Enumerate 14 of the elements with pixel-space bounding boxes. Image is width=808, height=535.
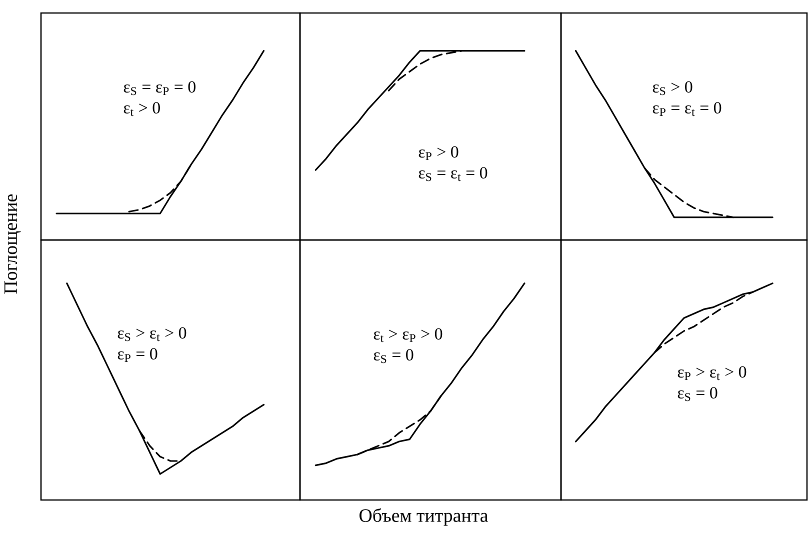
annotation: ε$_{S}$ > 0 [652,81,692,96]
y-axis-title: Поглощение [4,194,21,294]
annotation: ε$_{t}$ > 0 [124,102,160,116]
annotation: ε$_{S}$ = 0 [678,387,718,402]
annotation: ε$_{S}$ = ε$_{P}$ = 0 [124,81,196,96]
annotation: ε$_{P}$ = ε$_{t}$ = 0 [652,102,722,116]
annotation: ε$_{S}$ = 0 [374,349,414,364]
annotation: ε$_{P}$ > ε$_{t}$ > 0 [678,366,746,380]
annotation: ε$_{S}$ > ε$_{t}$ > 0 [118,327,186,342]
annotation: ε$_{P}$ > 0 [418,146,458,160]
x-axis-title: Объем титранта [360,508,488,526]
annotation: ε$_{t}$ > ε$_{P}$ > 0 [374,328,442,342]
annotation: ε$_{S}$ = ε$_{t}$ = 0 [418,167,488,182]
annotation: ε$_{P}$ = 0 [118,348,158,362]
